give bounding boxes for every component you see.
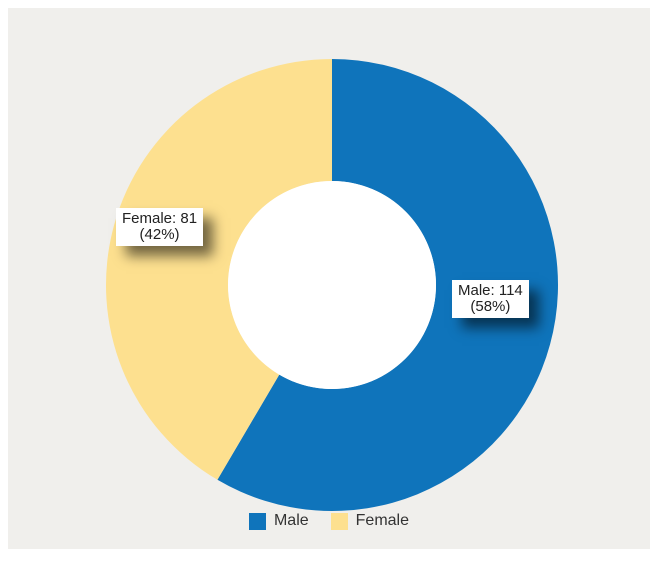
female-data-label: Female: 81 (42%) [116,208,204,246]
slice-female[interactable] [106,59,332,480]
legend-item-female[interactable]: Female [330,512,410,530]
legend-swatch-female [330,512,348,530]
male-data-label-value: Male: 114 [458,282,523,299]
female-data-label-percent: (42%) [139,226,180,243]
slice-male[interactable] [217,59,558,511]
female-data-label-value: Female: 81 [122,210,198,227]
legend-label-female: Female [355,512,410,529]
legend-label-male: Male [273,512,309,529]
legend-item-male[interactable]: Male [248,512,309,530]
male-data-label-percent: (58%) [470,298,511,315]
donut-chart [106,59,558,511]
donut-hole [228,181,436,389]
legend-swatch-male [248,512,266,530]
legend: Male Female [8,512,650,530]
chart-panel: Male: 114 (58%) Female: 81 (42%) Male Fe… [8,8,650,549]
male-data-label: Male: 114 (58%) [452,280,529,318]
